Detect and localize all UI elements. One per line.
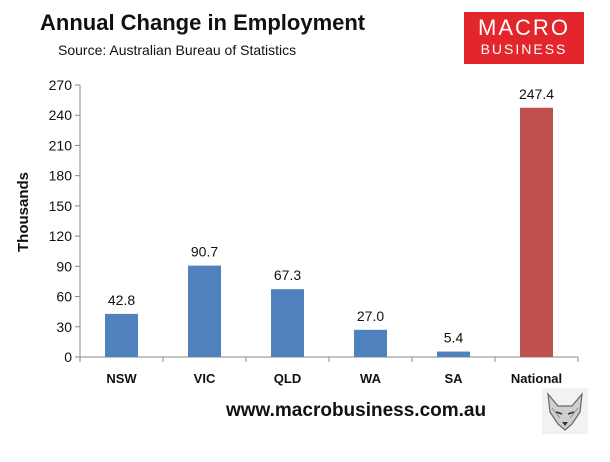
data-label-nsw: 42.8 xyxy=(108,292,135,308)
y-tick-label: 120 xyxy=(49,228,73,244)
bar-sa xyxy=(437,351,470,357)
data-label-sa: 5.4 xyxy=(444,330,464,346)
chart-subtitle: Source: Australian Bureau of Statistics xyxy=(58,42,297,58)
y-tick-label: 180 xyxy=(49,168,73,184)
bar-wa xyxy=(354,329,387,357)
y-tick-label: 270 xyxy=(49,77,73,93)
category-label-vic: VIC xyxy=(194,371,216,386)
fox-icon xyxy=(542,388,588,434)
chart-title: Annual Change in Employment xyxy=(40,10,366,35)
data-label-national: 247.4 xyxy=(519,86,554,102)
y-tick-label: 210 xyxy=(49,137,73,153)
category-label-nsw: NSW xyxy=(106,371,137,386)
y-axis-label: Thousands xyxy=(15,172,32,252)
bar-national xyxy=(520,107,553,357)
bar-vic xyxy=(188,265,221,357)
y-tick-label: 0 xyxy=(64,349,72,365)
data-label-qld: 67.3 xyxy=(274,267,301,283)
chart-labels: 0 30 60 90 120 150 180 210 240 270 42.8 NSW 90.7 VIC 6… xyxy=(49,77,563,386)
footer-url: www.macrobusiness.com.au xyxy=(226,400,487,421)
macrobusiness-logo: MACRO BUSINESS xyxy=(464,12,584,64)
y-tick-label: 30 xyxy=(56,319,72,335)
y-tick-label: 90 xyxy=(56,258,72,274)
data-label-vic: 90.7 xyxy=(191,244,218,260)
category-label-sa: SA xyxy=(444,371,463,386)
y-tick-label: 240 xyxy=(49,107,73,123)
bar-nsw xyxy=(105,313,138,357)
category-label-qld: QLD xyxy=(274,371,301,386)
y-tick-label: 150 xyxy=(49,198,73,214)
logo-line-business: BUSINESS xyxy=(480,41,568,57)
category-label-wa: WA xyxy=(360,371,382,386)
chart-bars xyxy=(105,107,553,357)
chart-axes xyxy=(75,84,579,362)
category-label-national: National xyxy=(511,371,562,386)
bar-qld xyxy=(271,289,304,357)
logo-line-macro: MACRO xyxy=(478,15,570,40)
data-label-wa: 27.0 xyxy=(357,308,384,324)
y-tick-label: 60 xyxy=(56,289,72,305)
